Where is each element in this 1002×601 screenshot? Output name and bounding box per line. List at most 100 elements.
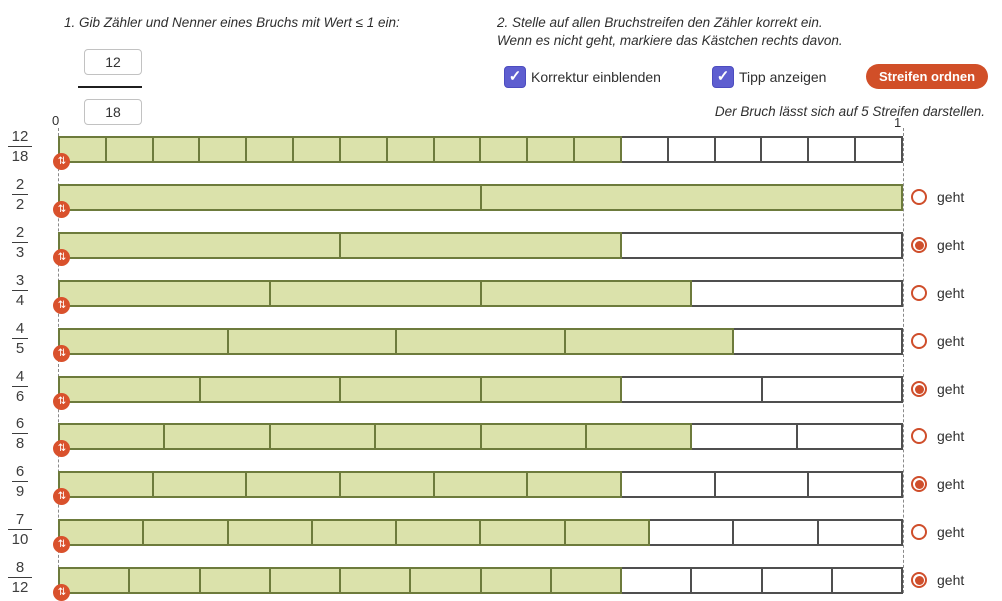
strip-segment-empty[interactable] [807, 136, 857, 163]
strip-segment-filled[interactable] [479, 376, 622, 403]
fraction-strip[interactable] [58, 232, 903, 259]
numerator-input[interactable] [84, 49, 142, 75]
fraction-strip[interactable] [58, 280, 903, 307]
strip-segment-filled[interactable] [479, 423, 587, 450]
fraction-strip[interactable] [58, 136, 903, 163]
strip-segment-filled[interactable] [374, 423, 482, 450]
strip-segment-empty[interactable] [619, 136, 669, 163]
tipp-checkbox[interactable]: ✓ [712, 66, 734, 88]
fraction-strip[interactable] [58, 567, 903, 594]
strip-segment-empty[interactable] [620, 471, 716, 498]
strip-segment-filled[interactable] [198, 567, 271, 594]
strip-segment-empty[interactable] [620, 567, 693, 594]
strip-segment-filled[interactable] [409, 567, 482, 594]
strip-segment-empty[interactable] [830, 567, 903, 594]
reorder-handle-icon[interactable]: ⇅ [53, 488, 70, 505]
strip-segment-filled[interactable] [310, 519, 398, 546]
fraction-strip[interactable] [58, 519, 903, 546]
korrektur-checkbox[interactable]: ✓ [504, 66, 526, 88]
fraction-strip[interactable] [58, 184, 903, 211]
strip-segment-empty[interactable] [713, 136, 763, 163]
strip-segment-filled[interactable] [58, 376, 201, 403]
geht-radio-group[interactable]: geht [911, 476, 964, 492]
geht-radio-group[interactable]: geht [911, 572, 964, 588]
strip-segment-empty[interactable] [620, 376, 763, 403]
reorder-handle-icon[interactable]: ⇅ [53, 536, 70, 553]
strip-segment-filled[interactable] [479, 136, 529, 163]
strip-segment-filled[interactable] [268, 567, 341, 594]
strip-segment-filled[interactable] [563, 519, 651, 546]
strip-segment-filled[interactable] [268, 280, 482, 307]
strip-segment-filled[interactable] [339, 232, 622, 259]
strip-segment-empty[interactable] [732, 519, 819, 546]
geht-radio[interactable] [911, 572, 927, 588]
reorder-handle-icon[interactable]: ⇅ [53, 440, 70, 457]
geht-radio[interactable] [911, 333, 927, 349]
strip-segment-empty[interactable] [795, 423, 903, 450]
strip-segment-filled[interactable] [479, 184, 903, 211]
geht-radio[interactable] [911, 237, 927, 253]
strip-segment-empty[interactable] [690, 280, 903, 307]
strip-segment-filled[interactable] [58, 519, 145, 546]
fraction-strip[interactable] [58, 471, 904, 498]
fraction-strip[interactable] [58, 423, 903, 450]
reorder-handle-icon[interactable]: ⇅ [53, 249, 70, 266]
strip-segment-filled[interactable] [58, 232, 341, 259]
geht-radio-group[interactable]: geht [911, 524, 964, 540]
reorder-handle-icon[interactable]: ⇅ [53, 201, 70, 218]
strip-segment-empty[interactable] [807, 471, 904, 498]
strip-segment-filled[interactable] [268, 423, 377, 450]
strip-segment-empty[interactable] [620, 232, 903, 259]
strip-segment-empty[interactable] [690, 423, 798, 450]
strip-segment-empty[interactable] [666, 136, 716, 163]
strip-segment-filled[interactable] [339, 471, 435, 498]
strip-segment-filled[interactable] [226, 328, 398, 355]
geht-radio[interactable] [911, 189, 927, 205]
strip-segment-filled[interactable] [526, 136, 576, 163]
strip-segment-filled[interactable] [385, 136, 435, 163]
strip-segment-filled[interactable] [245, 471, 342, 498]
strip-segment-empty[interactable] [760, 376, 903, 403]
strip-segment-filled[interactable] [526, 471, 623, 498]
strip-segment-filled[interactable] [58, 280, 271, 307]
strip-segment-empty[interactable] [854, 136, 903, 163]
strip-segment-filled[interactable] [104, 136, 154, 163]
strip-segment-filled[interactable] [479, 567, 552, 594]
strip-segment-filled[interactable] [292, 136, 341, 163]
strip-segment-filled[interactable] [339, 376, 482, 403]
strip-segment-filled[interactable] [395, 519, 482, 546]
fraction-strip[interactable] [58, 328, 903, 355]
geht-radio-group[interactable]: geht [911, 333, 964, 349]
strip-segment-empty[interactable] [690, 567, 763, 594]
geht-radio[interactable] [911, 285, 927, 301]
strip-segment-filled[interactable] [573, 136, 622, 163]
strip-segment-empty[interactable] [816, 519, 903, 546]
geht-radio[interactable] [911, 428, 927, 444]
strip-segment-filled[interactable] [58, 423, 166, 450]
strip-segment-filled[interactable] [163, 423, 271, 450]
reorder-handle-icon[interactable]: ⇅ [53, 345, 70, 362]
strip-segment-filled[interactable] [198, 136, 248, 163]
reorder-handle-icon[interactable]: ⇅ [53, 297, 70, 314]
strip-segment-filled[interactable] [128, 567, 201, 594]
strip-segment-filled[interactable] [58, 471, 154, 498]
reorder-handle-icon[interactable]: ⇅ [53, 153, 70, 170]
strip-segment-filled[interactable] [584, 423, 693, 450]
strip-segment-filled[interactable] [432, 471, 529, 498]
strip-segment-filled[interactable] [142, 519, 229, 546]
strip-segment-filled[interactable] [58, 328, 229, 355]
strip-segment-filled[interactable] [563, 328, 735, 355]
strip-segment-filled[interactable] [151, 136, 201, 163]
strip-segment-empty[interactable] [648, 519, 735, 546]
streifen-ordnen-button[interactable]: Streifen ordnen [866, 64, 989, 89]
strip-segment-filled[interactable] [395, 328, 566, 355]
strip-segment-filled[interactable] [479, 519, 566, 546]
strip-segment-filled[interactable] [198, 376, 341, 403]
denominator-input[interactable] [84, 99, 142, 125]
strip-segment-filled[interactable] [549, 567, 622, 594]
strip-segment-empty[interactable] [732, 328, 903, 355]
strip-segment-empty[interactable] [760, 136, 810, 163]
geht-radio-group[interactable]: geht [911, 189, 964, 205]
geht-radio-group[interactable]: geht [911, 237, 964, 253]
strip-segment-filled[interactable] [151, 471, 248, 498]
